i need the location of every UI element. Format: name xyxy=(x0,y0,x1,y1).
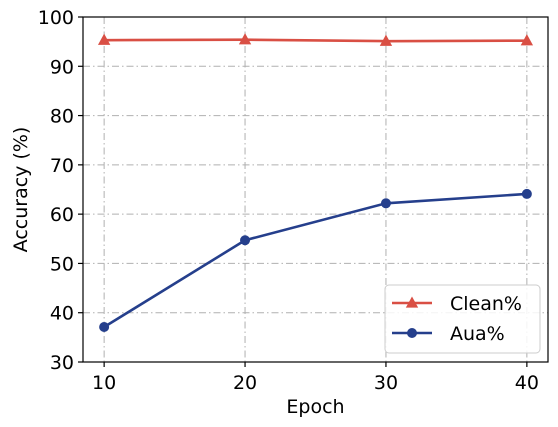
data-point-marker xyxy=(97,33,111,45)
legend-swatch-marker xyxy=(405,296,419,308)
x-axis-title: Epoch xyxy=(286,396,344,418)
y-tick-label: 50 xyxy=(50,253,74,275)
data-point-marker xyxy=(520,34,534,46)
y-tick-label: 90 xyxy=(50,56,74,78)
y-tick-label: 100 xyxy=(38,7,74,29)
data-point-marker xyxy=(99,322,110,333)
y-tick-label: 80 xyxy=(50,106,74,128)
x-tick-label: 40 xyxy=(515,372,539,394)
grid xyxy=(83,16,548,363)
series-clean xyxy=(97,33,534,46)
data-point-marker xyxy=(238,33,252,45)
x-tick-label: 10 xyxy=(92,372,116,394)
y-tick-label: 40 xyxy=(50,303,74,325)
data-point-marker xyxy=(380,198,391,209)
axis-ticks: 10 20 30 40 30 40 50 60 70 80 90 100 xyxy=(38,7,539,394)
series-layer xyxy=(97,33,534,333)
legend: Clean% Aua% xyxy=(384,284,541,354)
legend-label: Aua% xyxy=(450,323,505,345)
y-tick-label: 60 xyxy=(50,204,74,226)
series-line xyxy=(104,38,527,43)
y-axis-title: Accuracy (%) xyxy=(10,127,32,253)
series-line xyxy=(103,192,527,329)
y-tick-label: 30 xyxy=(50,352,74,374)
series-aua xyxy=(99,188,532,333)
x-tick-label: 30 xyxy=(374,372,398,394)
legend-swatch-marker xyxy=(407,328,417,338)
data-point-marker xyxy=(379,34,393,46)
legend-entries: Clean% Aua% xyxy=(392,293,522,345)
data-point-marker xyxy=(521,188,532,199)
plot-frame xyxy=(82,16,549,363)
data-point-marker xyxy=(240,235,251,246)
legend-label: Clean% xyxy=(450,293,522,315)
x-tick-label: 20 xyxy=(233,372,257,394)
y-tick-label: 70 xyxy=(50,155,74,177)
